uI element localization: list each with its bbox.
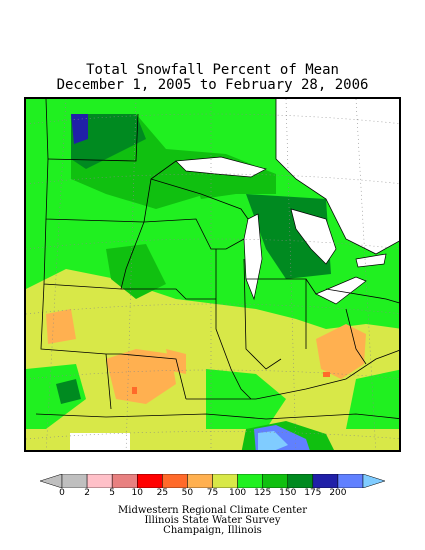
lake-ontario xyxy=(355,253,387,268)
legend-label: 75 xyxy=(206,488,219,498)
legend-swatch xyxy=(262,474,289,488)
canada-no-data xyxy=(276,99,399,254)
legend-swatch xyxy=(162,474,188,488)
legend-swatch xyxy=(212,474,238,488)
iowa-region xyxy=(106,244,166,299)
lake-superior xyxy=(175,156,267,178)
lake-erie xyxy=(315,276,367,305)
credit-organization: Midwestern Regional Climate Center xyxy=(118,505,307,516)
map-canvas xyxy=(26,99,399,450)
legend-label: 100 xyxy=(228,488,247,498)
orange-accent-1 xyxy=(132,387,137,394)
legend-underflow-triangle xyxy=(40,474,63,488)
legend-swatch xyxy=(61,474,88,488)
state-boundaries xyxy=(35,99,399,420)
map-title: Total Snowfall Percent of Mean xyxy=(86,62,339,78)
legend-label: 150 xyxy=(279,488,297,498)
northwest-dark-region xyxy=(71,114,146,169)
legend-swatch xyxy=(86,474,113,488)
southwest-dark-patch xyxy=(56,379,81,404)
snowfall-map xyxy=(24,97,401,452)
legend-label: 25 xyxy=(156,488,169,498)
legend-swatch xyxy=(312,474,339,488)
lake-huron xyxy=(290,208,337,265)
legend-label: 10 xyxy=(131,488,143,498)
illinois-orange-patch xyxy=(166,349,186,374)
color-legend xyxy=(40,474,385,488)
legend-label: 175 xyxy=(304,488,322,498)
map-date-range: December 1, 2005 to February 28, 2006 xyxy=(56,77,369,93)
west-orange-region xyxy=(46,309,76,344)
canada-border xyxy=(275,99,399,255)
blue-patch-northwest xyxy=(71,114,88,144)
legend-swatch xyxy=(237,474,263,488)
legend-overflow-triangle xyxy=(362,474,385,488)
graticule xyxy=(26,99,399,450)
legend-swatch xyxy=(137,474,163,488)
legend-swatch xyxy=(337,474,364,488)
legend-label: 50 xyxy=(181,488,194,498)
legend-label: 200 xyxy=(329,488,347,498)
legend-swatch xyxy=(187,474,213,488)
credit-location: Champaign, Illinois xyxy=(163,525,262,536)
credit-survey: Illinois State Water Survey xyxy=(144,515,281,526)
no-data-patch xyxy=(70,433,130,450)
missouri-orange-region xyxy=(106,349,176,404)
legend-swatch xyxy=(287,474,314,488)
legend-label: 0 xyxy=(59,488,65,498)
lightblue-patch-south xyxy=(258,431,288,450)
legend-label: 5 xyxy=(109,488,116,498)
legend-label: 125 xyxy=(254,488,272,498)
orange-accent-2 xyxy=(323,372,330,377)
legend-swatch xyxy=(111,474,138,488)
legend-label: 2 xyxy=(84,488,90,498)
